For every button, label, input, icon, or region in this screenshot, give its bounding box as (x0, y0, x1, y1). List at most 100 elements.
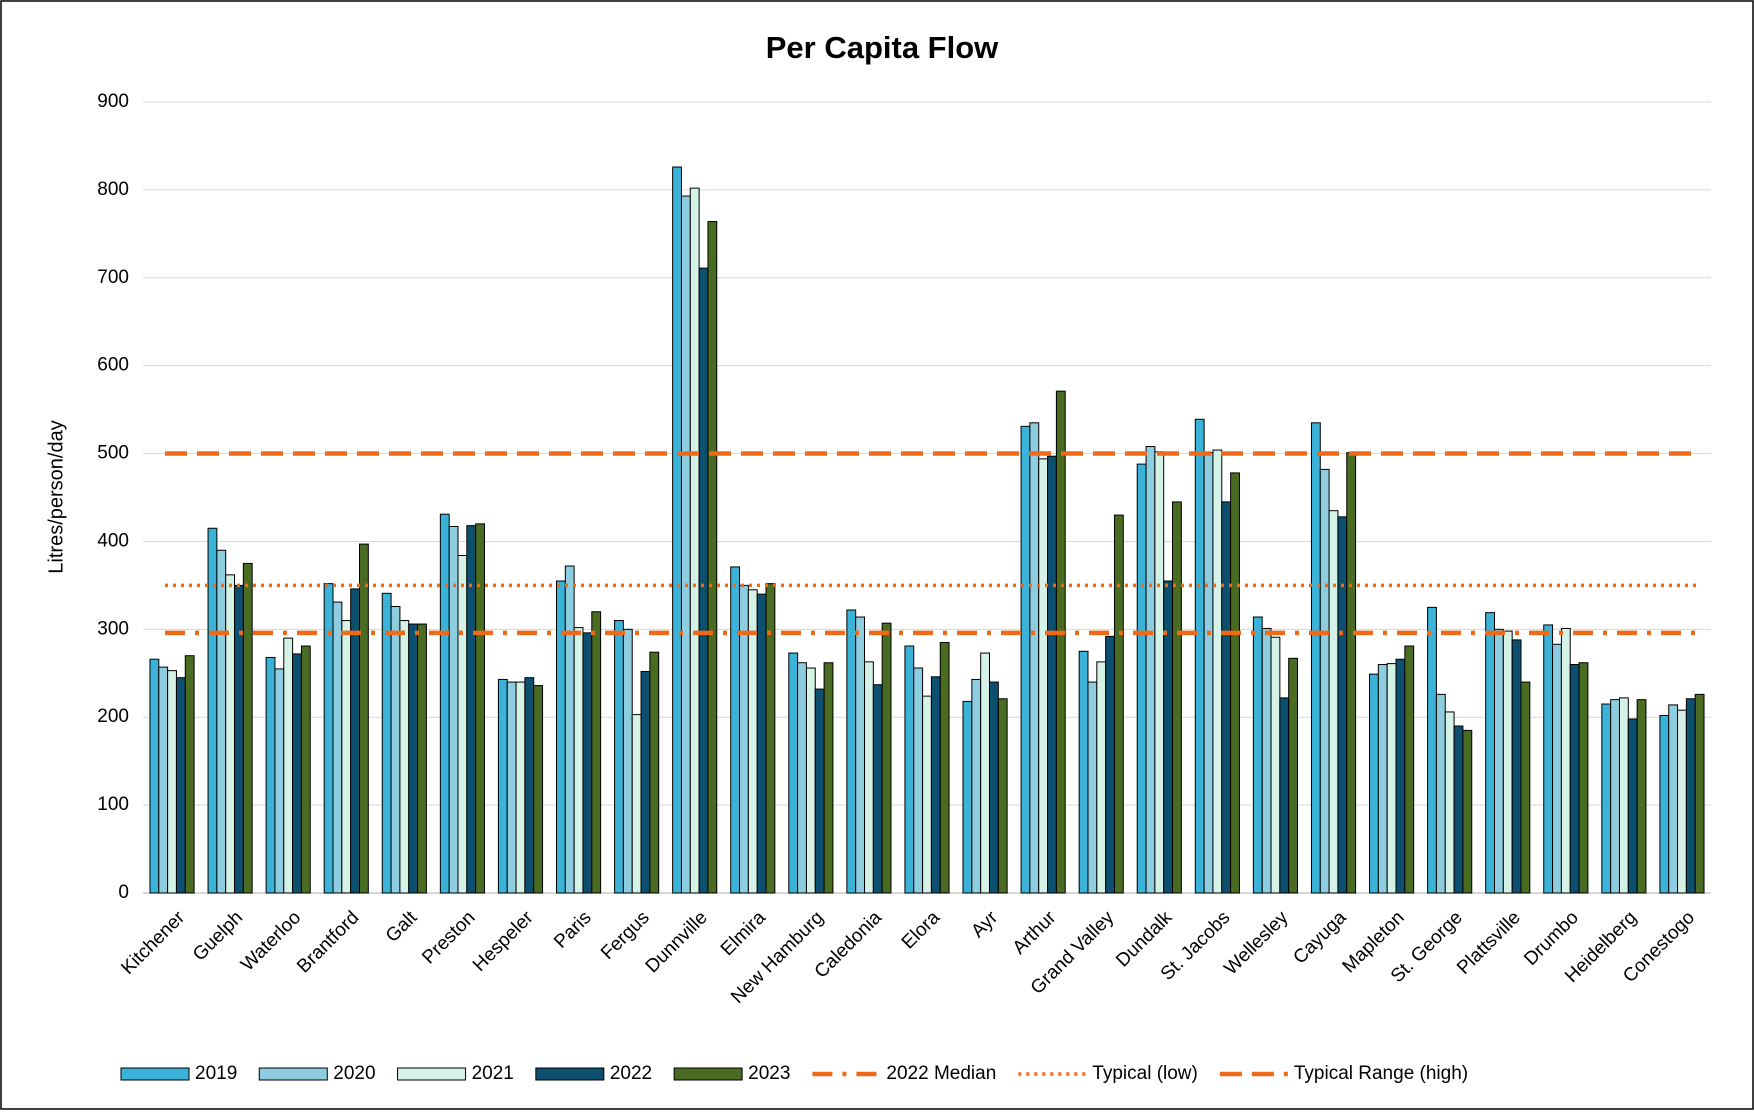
bar (149, 658, 160, 894)
bar (823, 662, 834, 894)
bar (672, 166, 682, 894)
legend-swatch (397, 1067, 467, 1081)
bar (1377, 663, 1388, 894)
bar (846, 609, 857, 894)
bar (922, 695, 932, 894)
bar (1444, 711, 1455, 894)
bar (698, 267, 709, 894)
bar (300, 645, 311, 894)
bar (1610, 699, 1620, 894)
legend-label: Typical Range (high) (1294, 1063, 1468, 1084)
bar (1221, 501, 1232, 894)
bar (1369, 673, 1379, 894)
bar (1212, 449, 1223, 894)
bar (1694, 693, 1705, 894)
bar (1636, 699, 1647, 894)
bar (1659, 714, 1670, 894)
bar (805, 667, 816, 894)
bar (381, 592, 392, 894)
bar (1252, 616, 1263, 894)
bar (591, 611, 602, 894)
bar (242, 562, 253, 894)
bar (564, 565, 575, 894)
bar (216, 549, 227, 894)
bar (1279, 697, 1290, 894)
bar (747, 589, 758, 894)
bar (225, 574, 236, 894)
bar (980, 652, 990, 894)
legend-label: 2021 (472, 1063, 514, 1084)
bar (649, 651, 660, 894)
bar (1136, 463, 1147, 894)
y-tick-label: 0 (118, 882, 129, 903)
bar (1105, 635, 1115, 894)
bar (913, 667, 924, 894)
y-tick-label: 200 (97, 706, 129, 727)
bar (855, 616, 866, 894)
legend-label: Typical (low) (1092, 1063, 1198, 1084)
y-tick-label: 300 (97, 618, 129, 639)
bar (1618, 697, 1629, 894)
bar (1601, 703, 1612, 894)
bar (1047, 455, 1057, 894)
bar (730, 566, 741, 894)
y-tick-label: 800 (97, 179, 129, 200)
bar (274, 668, 285, 894)
bar (1310, 422, 1321, 894)
bar (997, 698, 1008, 894)
y-tick-label: 900 (97, 91, 129, 112)
bar (1145, 446, 1156, 894)
bar (1087, 681, 1098, 894)
bar (1328, 510, 1339, 894)
chart-title: Per Capita Flow (766, 30, 999, 65)
bar (1395, 658, 1406, 894)
bar (466, 525, 477, 894)
bar (1453, 725, 1464, 894)
bar (1560, 627, 1571, 894)
bar (788, 652, 799, 894)
bar (1552, 643, 1562, 894)
bar (506, 681, 517, 894)
bar (1270, 636, 1281, 894)
bar (175, 677, 186, 894)
bar (1435, 693, 1446, 894)
bar (1578, 662, 1589, 894)
bar (814, 688, 825, 894)
bar (1627, 718, 1638, 894)
bar (797, 662, 807, 894)
bar (417, 623, 427, 894)
bar (457, 555, 468, 894)
bar (939, 642, 950, 894)
bar (207, 527, 218, 894)
bar (765, 583, 776, 894)
bar (341, 620, 352, 894)
bar (904, 645, 915, 894)
bar (555, 580, 566, 894)
bar (988, 681, 999, 894)
bar (332, 601, 343, 894)
bar (292, 653, 302, 894)
legend-label: 2023 (748, 1063, 790, 1084)
bar (614, 620, 624, 894)
bar (864, 661, 874, 894)
legend-label: 2022 Median (886, 1063, 996, 1084)
bar (1677, 709, 1687, 894)
bar (962, 700, 973, 894)
bar (872, 684, 883, 894)
bar (573, 627, 584, 894)
bar (707, 221, 718, 894)
bar (1569, 663, 1580, 894)
y-tick-label: 700 (97, 267, 129, 288)
bar (283, 637, 294, 894)
bar (323, 583, 334, 894)
bar (167, 670, 177, 894)
bar (439, 513, 450, 894)
bar (184, 655, 195, 894)
bar (533, 685, 544, 894)
legend-label: 2022 (610, 1063, 652, 1084)
bar (399, 620, 410, 894)
bar (448, 526, 459, 894)
bar (881, 622, 892, 894)
bar (1485, 612, 1495, 894)
